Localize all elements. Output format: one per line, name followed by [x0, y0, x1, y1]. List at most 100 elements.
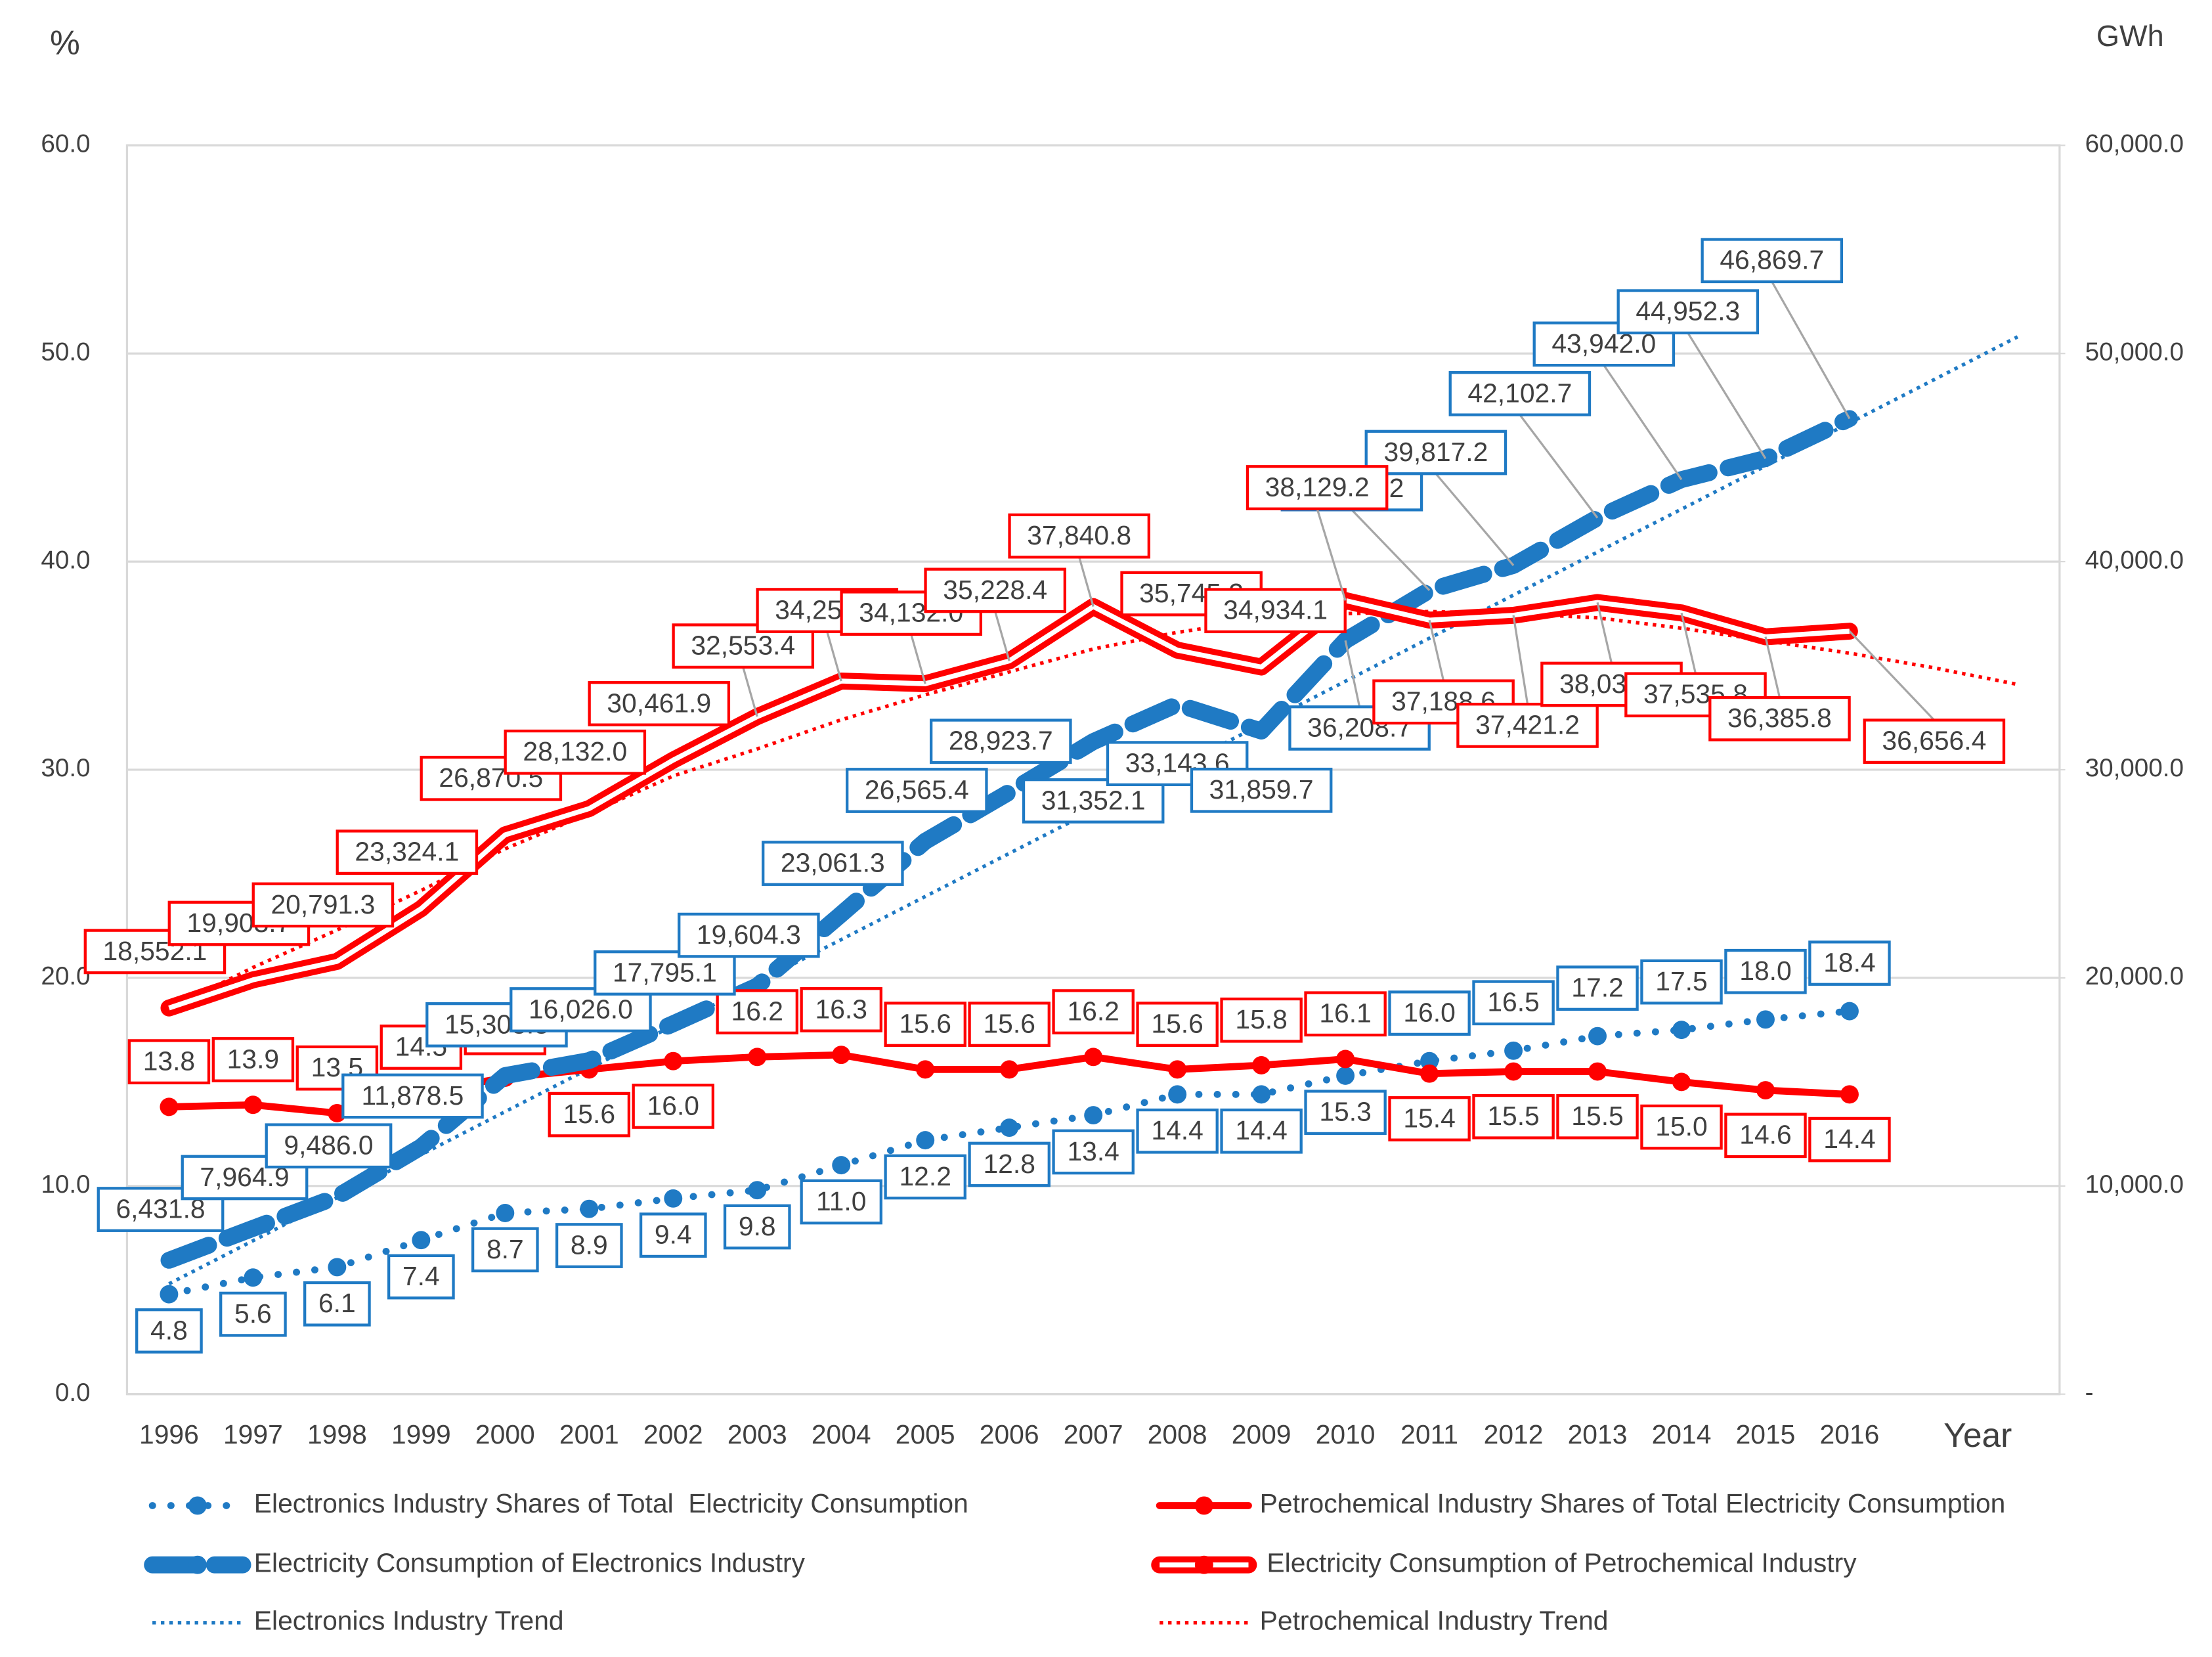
data-point: [664, 1051, 683, 1071]
label-box: [1724, 948, 1807, 994]
y2-tick-label: 50,000.0: [2085, 338, 2184, 366]
data-label: 16,026.0: [529, 994, 633, 1024]
label-box: [1456, 703, 1599, 748]
label-box: [1556, 965, 1639, 1011]
x-tick-label: 2011: [1400, 1419, 1458, 1449]
data-label: 44,952.3: [1636, 296, 1740, 326]
x-tick-label: 2016: [1820, 1419, 1880, 1449]
legend-marker: [1194, 1555, 1213, 1574]
label-box: [127, 1039, 211, 1085]
label-box: [1472, 1094, 1555, 1139]
data-label: 23,061.3: [781, 847, 885, 877]
data-point: [916, 1131, 935, 1150]
label-box: [716, 989, 798, 1034]
data-point: [916, 1060, 935, 1079]
y2-tick-label: 20,000.0: [2085, 962, 2184, 990]
data-point: [1084, 1048, 1103, 1067]
data-label: 15.6: [983, 1009, 1035, 1039]
label-box: [251, 882, 395, 928]
y-tick-label: 60.0: [41, 130, 90, 158]
data-label: 32,553.4: [691, 630, 795, 661]
data-label: 18.0: [1739, 956, 1791, 986]
data-label: 19,604.3: [697, 919, 801, 950]
data-label: 16.5: [1487, 987, 1539, 1017]
data-point: [580, 1199, 599, 1218]
data-label: 42,102.7: [1467, 378, 1572, 408]
label-box: [387, 1254, 455, 1300]
data-label: 9,486.0: [284, 1130, 373, 1160]
data-point: [1840, 1085, 1859, 1104]
data-label: 9.8: [739, 1211, 776, 1241]
data-label: 31,352.1: [1041, 785, 1146, 815]
data-label: 8.9: [571, 1229, 608, 1260]
y2-axis-title: GWh: [2096, 19, 2164, 53]
x-tick-label: 2010: [1316, 1419, 1376, 1449]
label-box: [336, 829, 479, 875]
data-point: [748, 1181, 767, 1200]
y-tick-label: 10.0: [41, 1170, 90, 1199]
label-box: [968, 1141, 1051, 1187]
label-box: [968, 1002, 1051, 1047]
label-box: [1220, 997, 1303, 1043]
x-tick-label: 2006: [980, 1419, 1039, 1449]
data-label: 16.2: [1067, 996, 1119, 1027]
label-box: [1304, 991, 1387, 1037]
label-box: [1724, 1113, 1807, 1159]
data-label: 15.5: [1571, 1101, 1623, 1131]
data-label: 36,656.4: [1882, 726, 1986, 756]
data-point: [1504, 1041, 1523, 1060]
data-label: 14.4: [1823, 1124, 1875, 1154]
data-point: [1000, 1118, 1019, 1138]
label-box: [548, 1092, 631, 1138]
legend-marker: [1194, 1496, 1213, 1515]
legend-label: Electronics Industry Trend: [254, 1606, 564, 1636]
label-box: [588, 681, 731, 726]
data-label: 16.0: [647, 1090, 699, 1120]
label-box: [1448, 371, 1592, 416]
data-label: 12.2: [899, 1161, 951, 1191]
label-box: [800, 1179, 882, 1225]
data-label: 15.0: [1655, 1111, 1707, 1141]
x-tick-label: 2014: [1652, 1419, 1712, 1449]
data-point: [1420, 1064, 1439, 1083]
data-point: [244, 1268, 263, 1287]
label-box: [341, 1073, 484, 1119]
data-label: 7.4: [402, 1261, 440, 1291]
label-box: [1008, 513, 1150, 559]
x-tick-label: 2015: [1736, 1419, 1796, 1449]
label-box: [1640, 959, 1723, 1005]
x-tick-label: 2005: [896, 1419, 955, 1449]
label-box: [1863, 718, 2006, 764]
leader-line: [1428, 619, 1445, 681]
x-tick-label: 2003: [727, 1419, 787, 1449]
data-point: [748, 1048, 767, 1067]
data-point: [1504, 1062, 1523, 1081]
label-box: [723, 1204, 791, 1250]
data-point: [1840, 1002, 1859, 1021]
data-point: [1336, 1066, 1355, 1085]
label-box: [846, 768, 988, 813]
leader-line: [1351, 509, 1431, 591]
leader-line: [1512, 615, 1529, 705]
x-tick-label: 1996: [139, 1419, 199, 1449]
leader-line: [1603, 365, 1683, 481]
data-point: [832, 1046, 851, 1065]
x-axis-title: Year: [1943, 1416, 2012, 1454]
label-box: [632, 1084, 715, 1129]
label-box: [1364, 430, 1507, 475]
label-box: [211, 1037, 295, 1082]
label-box: [1022, 778, 1165, 824]
label-box: [1472, 980, 1555, 1026]
x-tick-label: 1999: [391, 1419, 451, 1449]
x-tick-label: 2012: [1484, 1419, 1544, 1449]
legend-label: Electricity Consumption of Petrochemical…: [1267, 1547, 1857, 1578]
data-label: 4.8: [150, 1315, 188, 1345]
leader-line: [910, 634, 926, 684]
data-label: 6.1: [318, 1288, 356, 1318]
data-point: [412, 1231, 431, 1250]
label-box: [1640, 1104, 1723, 1150]
y-axis-title: %: [50, 23, 80, 61]
leader-line: [1078, 556, 1095, 607]
leader-line: [1519, 414, 1599, 519]
